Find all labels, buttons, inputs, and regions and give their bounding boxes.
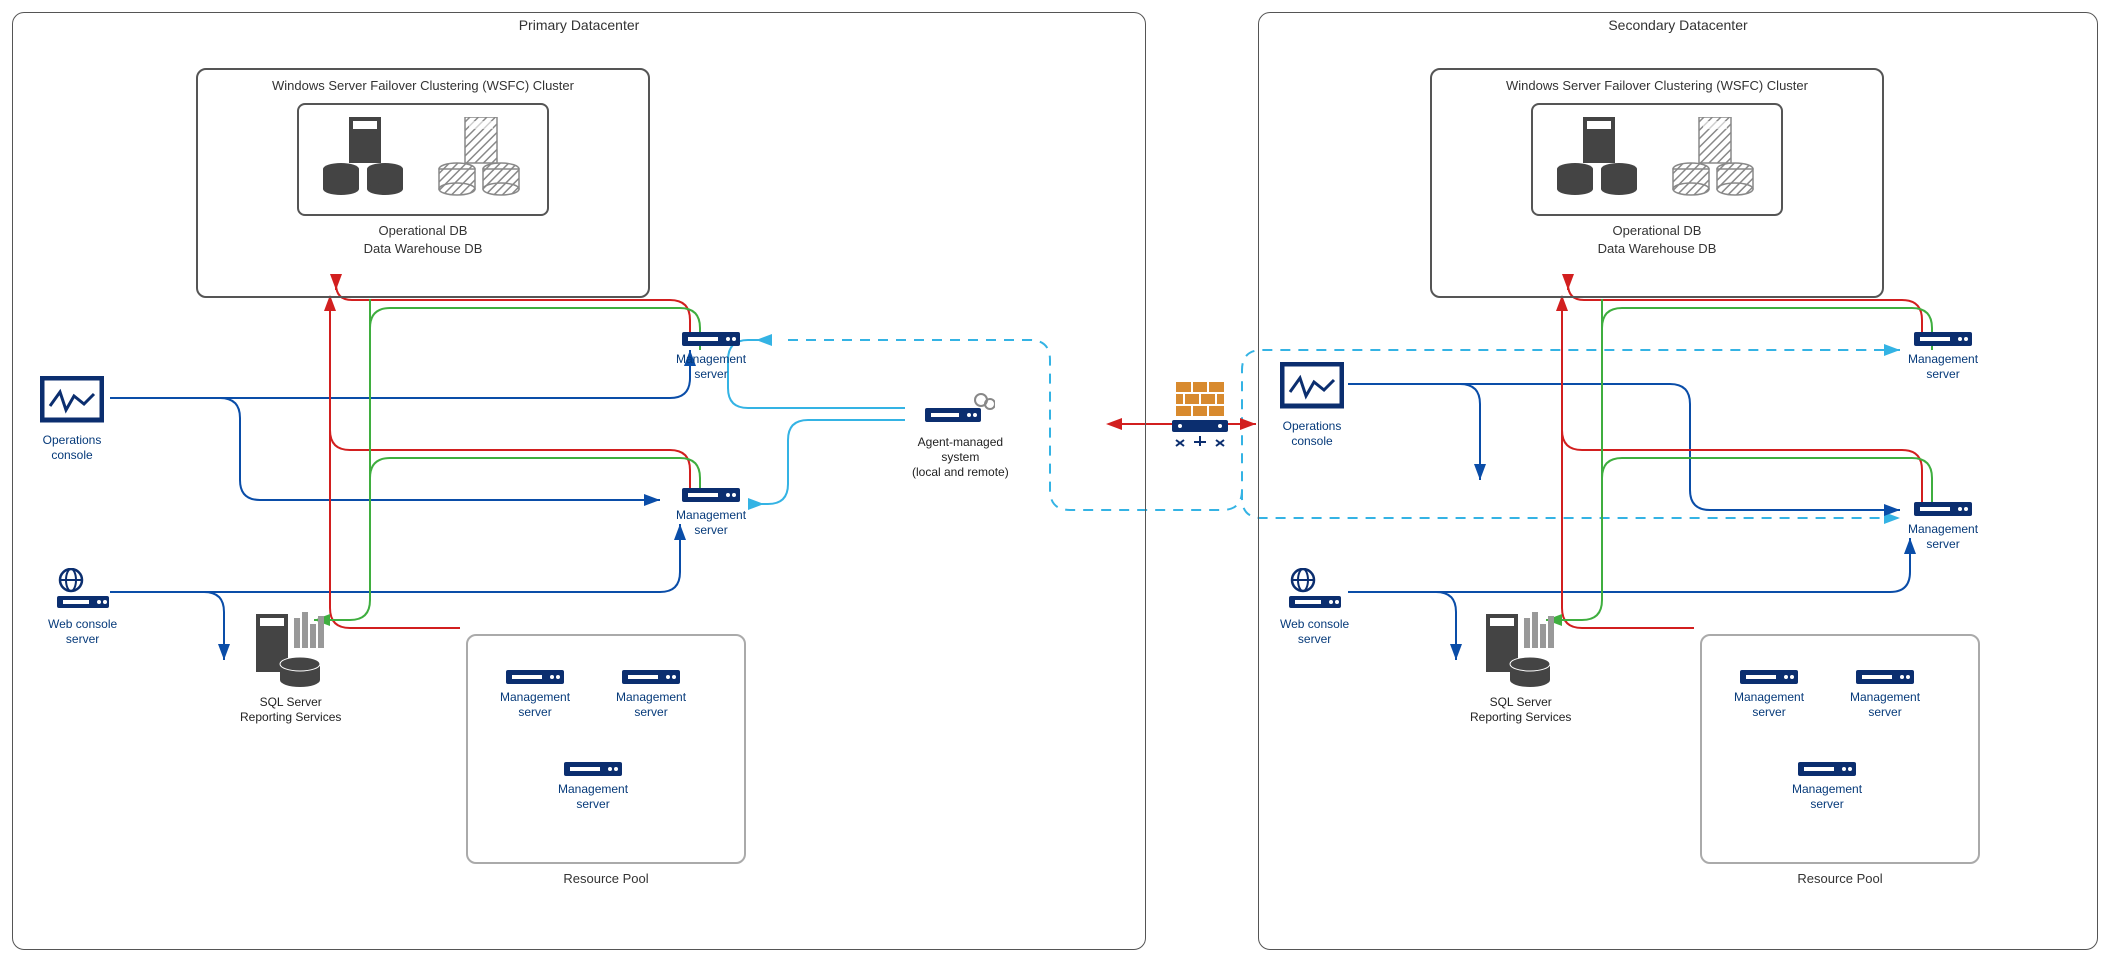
wsfc-sub-line2: Data Warehouse DB: [198, 240, 648, 258]
node-p_pool2: Managementserver: [616, 668, 686, 720]
webglobe-icon: [1289, 599, 1341, 613]
node-agent: Agent-managedsystem(local and remote): [912, 392, 1009, 480]
node-s_mgmt1: Managementserver: [1908, 330, 1978, 382]
node-s_ops: Operationsconsole: [1280, 362, 1344, 449]
secondary-datacenter-title: Secondary Datacenter: [1259, 11, 2097, 33]
node-label: Managementserver: [676, 352, 746, 382]
resource-pool-title: Resource Pool: [468, 871, 744, 886]
wsfc-sub-line1: Operational DB: [198, 222, 648, 240]
rack-icon: [616, 668, 686, 686]
wsfc-title: Windows Server Failover Clustering (WSFC…: [198, 78, 648, 93]
node-s_pool1: Managementserver: [1734, 668, 1804, 720]
rack-icon: [1908, 330, 1978, 348]
wsfc-servers-icon: [297, 103, 549, 216]
node-label: Managementserver: [1734, 690, 1804, 720]
rack-icon: [1908, 500, 1978, 518]
rack-icon: [1850, 668, 1920, 686]
node-label: SQL ServerReporting Services: [1470, 695, 1571, 725]
monitor-icon: [40, 415, 104, 429]
node-s_pool2: Managementserver: [1850, 668, 1920, 720]
node-label: Operationsconsole: [40, 433, 104, 463]
node-label: Managementserver: [1908, 522, 1978, 552]
node-p_ops: Operationsconsole: [40, 376, 104, 463]
rack-icon: [1734, 668, 1804, 686]
node-label: Managementserver: [500, 690, 570, 720]
node-firewall: [1166, 380, 1234, 451]
ssrs-icon: [1478, 677, 1564, 691]
firewall-icon: [1166, 437, 1234, 451]
wsfc-cluster-primary: Windows Server Failover Clustering (WSFC…: [196, 68, 650, 298]
node-label: Agent-managedsystem(local and remote): [912, 435, 1009, 480]
node-label: SQL ServerReporting Services: [240, 695, 341, 725]
db-server-icon-striped: [435, 117, 527, 202]
node-p_web: Web consoleserver: [48, 568, 117, 647]
db-server-icon-striped: [1669, 117, 1761, 202]
resource-pool-title: Resource Pool: [1702, 871, 1978, 886]
node-label: Managementserver: [616, 690, 686, 720]
node-p_ssrs: SQL ServerReporting Services: [240, 608, 341, 725]
node-label: Managementserver: [1792, 782, 1862, 812]
primary-datacenter-title: Primary Datacenter: [13, 11, 1145, 33]
wsfc-cluster-secondary: Windows Server Failover Clustering (WSFC…: [1430, 68, 1884, 298]
node-s_pool3: Managementserver: [1792, 760, 1862, 812]
wsfc-sub-line1: Operational DB: [1432, 222, 1882, 240]
node-p_pool3: Managementserver: [558, 760, 628, 812]
node-label: Web consoleserver: [48, 617, 117, 647]
node-label: Managementserver: [1908, 352, 1978, 382]
node-label: Managementserver: [1850, 690, 1920, 720]
node-label: Operationsconsole: [1280, 419, 1344, 449]
rack-icon: [500, 668, 570, 686]
node-p_mgmt2: Managementserver: [676, 486, 746, 538]
node-s_mgmt2: Managementserver: [1908, 500, 1978, 552]
node-label: Managementserver: [558, 782, 628, 812]
node-p_pool1: Managementserver: [500, 668, 570, 720]
monitor-icon: [1280, 401, 1344, 415]
wsfc-sub: Operational DB Data Warehouse DB: [198, 222, 648, 257]
agent-icon: [925, 417, 995, 431]
ssrs-icon: [248, 677, 334, 691]
node-label: Managementserver: [676, 508, 746, 538]
rack-icon: [676, 486, 746, 504]
webglobe-icon: [57, 599, 109, 613]
db-server-icon: [319, 117, 411, 202]
rack-icon: [1792, 760, 1862, 778]
node-s_web: Web consoleserver: [1280, 568, 1349, 647]
wsfc-sub-line2: Data Warehouse DB: [1432, 240, 1882, 258]
diagram-canvas: Primary Datacenter Secondary Datacenter …: [0, 0, 2109, 958]
node-label: Web consoleserver: [1280, 617, 1349, 647]
rack-icon: [676, 330, 746, 348]
node-p_mgmt1: Managementserver: [676, 330, 746, 382]
rack-icon: [558, 760, 628, 778]
wsfc-sub: Operational DB Data Warehouse DB: [1432, 222, 1882, 257]
wsfc-title: Windows Server Failover Clustering (WSFC…: [1432, 78, 1882, 93]
db-server-icon: [1553, 117, 1645, 202]
wsfc-servers-icon: [1531, 103, 1783, 216]
node-s_ssrs: SQL ServerReporting Services: [1470, 608, 1571, 725]
